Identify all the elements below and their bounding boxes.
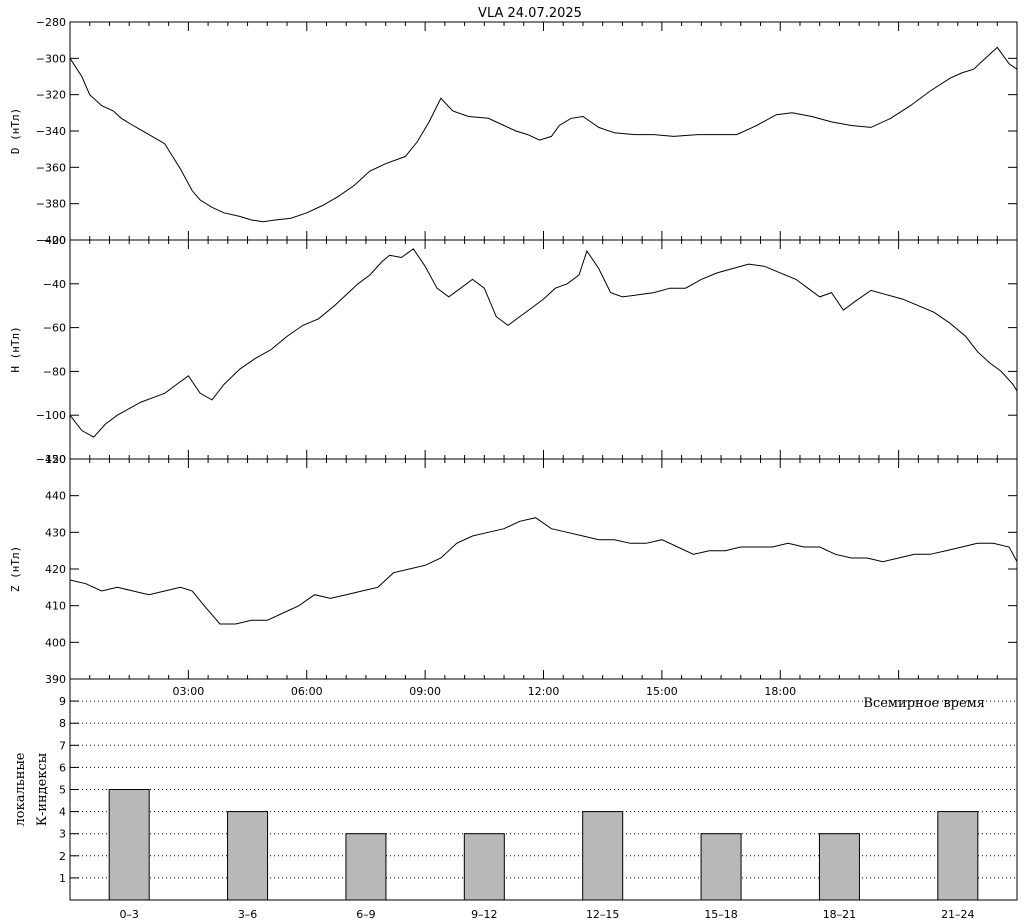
x-axis-label: Всемирное время [863, 696, 985, 711]
y-tick-label: −100 [36, 409, 66, 422]
x-tick-label: 03:00 [173, 685, 205, 698]
bar [108, 789, 150, 901]
y-tick-label: 5 [59, 784, 66, 797]
y-tick-label: 2 [59, 850, 66, 863]
panel-2: −120 −100 −80 −60 −40 −20 H (нТл) [9, 234, 1018, 466]
y-tick-label: 420 [45, 563, 66, 576]
x-tick-label: 12:00 [528, 685, 560, 698]
y-tick-label: −40 [43, 278, 66, 291]
chart-title: VLA 24.07.2025 [478, 6, 582, 21]
y-tick-label: −300 [36, 52, 66, 65]
y-tick-label: 6 [59, 761, 66, 774]
bar [582, 811, 624, 901]
x-tick-label: 06:00 [291, 685, 323, 698]
y-tick-label: −320 [36, 89, 66, 102]
bar [227, 811, 269, 901]
y-tick-label: 390 [45, 673, 66, 686]
bar [818, 833, 860, 901]
panel-frame [69, 678, 1018, 901]
y-axis-label-2: локальные [13, 752, 28, 826]
series-line [69, 517, 1018, 625]
series-line [69, 248, 1018, 438]
y-tick-label: −340 [36, 125, 66, 138]
y-tick-label: 1 [59, 872, 66, 885]
y-tick-label: 400 [45, 636, 66, 649]
y-tick-label: −120 [36, 453, 66, 466]
y-tick-label: 410 [45, 600, 66, 613]
y-tick-label: −400 [36, 234, 66, 247]
y-tick-label: 7 [59, 739, 66, 752]
x-tick-label: 09:00 [409, 685, 441, 698]
category-label: 18–21 [823, 908, 857, 921]
y-tick-label: −60 [43, 322, 66, 335]
category-label: 21–24 [941, 908, 975, 921]
x-tick-label: 15:00 [646, 685, 678, 698]
y-tick-label: 4 [59, 806, 66, 819]
x-tick-label: 18:00 [764, 685, 796, 698]
y-tick-label: 440 [45, 490, 66, 503]
category-label: 12–15 [586, 908, 620, 921]
category-label: 3–6 [238, 908, 258, 921]
y-tick-label: 9 [59, 695, 66, 708]
y-tick-label: 3 [59, 828, 66, 841]
category-label: 15–18 [704, 908, 738, 921]
series-line [69, 46, 1018, 223]
bar [700, 833, 742, 901]
panel-frame [69, 458, 1018, 680]
y-tick-label: 8 [59, 717, 66, 730]
category-label: 0–3 [119, 908, 139, 921]
category-label: 6–9 [356, 908, 376, 921]
y-tick-label: −280 [36, 16, 66, 29]
y-axis-label: H (нТл) [9, 326, 22, 372]
y-axis-label: К-индексы [35, 753, 50, 826]
bar [937, 811, 979, 901]
bar [463, 833, 505, 901]
bar [345, 833, 387, 901]
panel-frame [69, 239, 1018, 460]
y-tick-label: −380 [36, 198, 66, 211]
y-axis-label: D (нТл) [9, 108, 22, 154]
y-tick-label: −20 [43, 234, 66, 247]
category-label: 9–12 [471, 908, 498, 921]
y-tick-label: −80 [43, 365, 66, 378]
y-tick-label: 430 [45, 526, 66, 539]
y-tick-label: −360 [36, 161, 66, 174]
y-axis-label: Z (нТл) [9, 546, 22, 592]
y-tick-label: 450 [45, 453, 66, 466]
panel-1: −400 −380 −360 −340 −320 −300 −280 D (нТл) [9, 16, 1018, 247]
panel-4: 1 2 3 4 5 6 7 8 9 0–3 3–6 6–9 9–12 12–15 15–18 18–21 21–… [13, 678, 1018, 921]
panel-3: 390 400 410 420 430 440 450 Z (нТл) 03:00 06:00 09… [9, 453, 1018, 711]
